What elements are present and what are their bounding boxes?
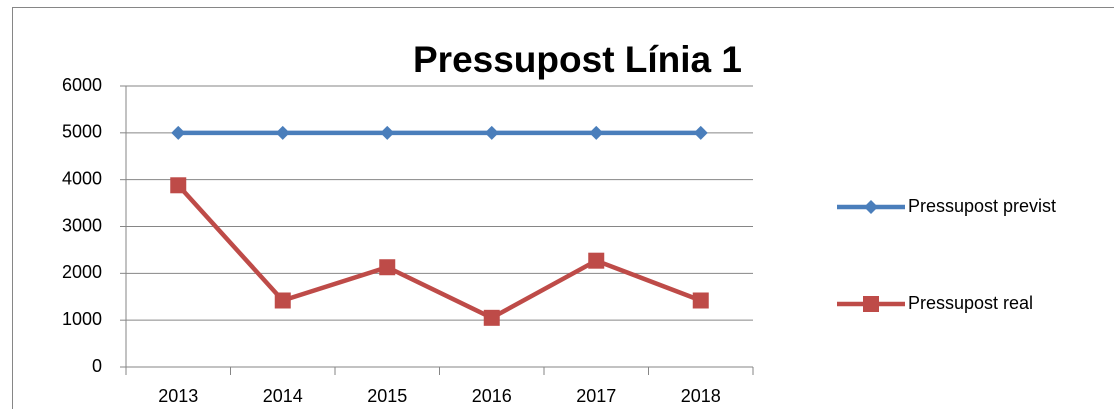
x-tick-label: 2017 (576, 386, 616, 406)
y-tick-label: 4000 (62, 168, 102, 188)
x-tick-label: 2014 (263, 386, 303, 406)
point-marker (588, 252, 605, 269)
point-marker (171, 125, 186, 140)
y-tick-label: 3000 (62, 215, 102, 235)
y-tick-label: 5000 (62, 122, 102, 142)
chart-title: Pressupost Línia 1 (413, 39, 742, 80)
y-tick-label: 0 (92, 356, 102, 376)
point-marker (170, 177, 187, 194)
y-tick-label: 1000 (62, 309, 102, 329)
x-tick-label: 2018 (681, 386, 721, 406)
y-tick-label: 6000 (62, 75, 102, 95)
legend-label: Pressupost real (908, 293, 1033, 313)
x-tick-label: 2013 (158, 386, 198, 406)
point-marker (483, 309, 500, 326)
point-marker (692, 292, 709, 309)
legend-label: Pressupost previst (908, 196, 1056, 216)
point-marker (693, 125, 708, 140)
point-marker (380, 125, 395, 140)
legend-marker (864, 200, 878, 214)
legend-marker (863, 296, 879, 312)
point-marker (589, 125, 604, 140)
x-tick-label: 2015 (367, 386, 407, 406)
series-line (176, 183, 702, 321)
point-marker (484, 125, 499, 140)
point-marker (379, 259, 396, 276)
point-marker (275, 125, 290, 140)
x-tick-label: 2016 (472, 386, 512, 406)
y-tick-label: 2000 (62, 262, 102, 282)
point-marker (274, 292, 291, 309)
